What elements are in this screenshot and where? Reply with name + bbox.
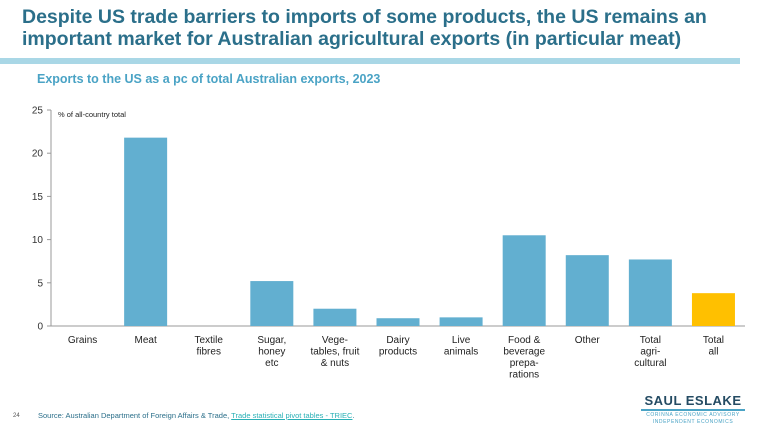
x-tick-label: Vege-tables, fruit & nuts	[310, 335, 359, 369]
logo: SAUL ESLAKE CORINNA ECONOMIC ADVISORY IN…	[641, 394, 745, 425]
y-tick-label: 25	[32, 106, 44, 117]
bar	[628, 259, 672, 326]
x-tick-label: Total agri-cultural	[634, 335, 666, 369]
x-tick-label: Total all	[703, 335, 724, 358]
x-tick-label: Sugar, honey etc	[257, 335, 286, 369]
x-tick-label: Live animals	[444, 335, 478, 358]
bar	[691, 293, 735, 326]
x-tick-label: Other	[575, 335, 601, 346]
x-axis-labels: Grains Meat Textile fibres Sugar, honey etc Veg…	[68, 335, 724, 381]
logo-line-1: CORINNA ECONOMIC ADVISORY	[646, 412, 740, 418]
bar-chart: 0 5 10 15 20 25 Grains Meat Textile fibres Sugar,…	[32, 106, 745, 381]
bar	[502, 235, 546, 326]
logo-divider	[641, 409, 745, 411]
x-tick-label: Grains	[68, 335, 97, 346]
chart-title: Exports to the US as a pc of total Austr…	[37, 72, 381, 86]
source-suffix: .	[352, 411, 355, 420]
bar	[376, 318, 420, 326]
y-tick-label: 20	[32, 149, 44, 160]
x-tick-label: Dairy products	[379, 335, 417, 358]
bar	[439, 317, 483, 326]
x-tick-label: Textile fibres	[195, 335, 224, 358]
bars	[124, 137, 735, 326]
page-number: 24	[13, 413, 20, 419]
slide-title: Despite US trade barriers to imports of …	[22, 6, 707, 50]
logo-line-2: INDEPENDENT ECONOMICS	[652, 418, 734, 425]
bar	[124, 137, 168, 326]
y-axis-label: % of all-country total	[58, 110, 126, 119]
y-tick-label: 10	[32, 235, 44, 246]
bar	[565, 255, 609, 326]
bar	[313, 308, 357, 326]
source-note: Source: Australian Department of Foreign…	[38, 411, 355, 420]
x-tick-label: Meat	[135, 335, 157, 346]
source-text: Source: Australian Department of Foreign…	[38, 411, 232, 420]
title-accent-bar	[0, 58, 740, 64]
logo-name: SAUL ESLAKE	[644, 393, 742, 408]
x-tick-label: Food & beverage prepa-rations	[503, 335, 545, 381]
y-tick-label: 15	[32, 192, 44, 203]
bar	[250, 281, 294, 326]
source-link[interactable]: Trade statistical pivot tables - TRIEC	[231, 411, 353, 420]
y-tick-label: 0	[37, 322, 43, 333]
y-tick-label: 5	[37, 278, 43, 289]
